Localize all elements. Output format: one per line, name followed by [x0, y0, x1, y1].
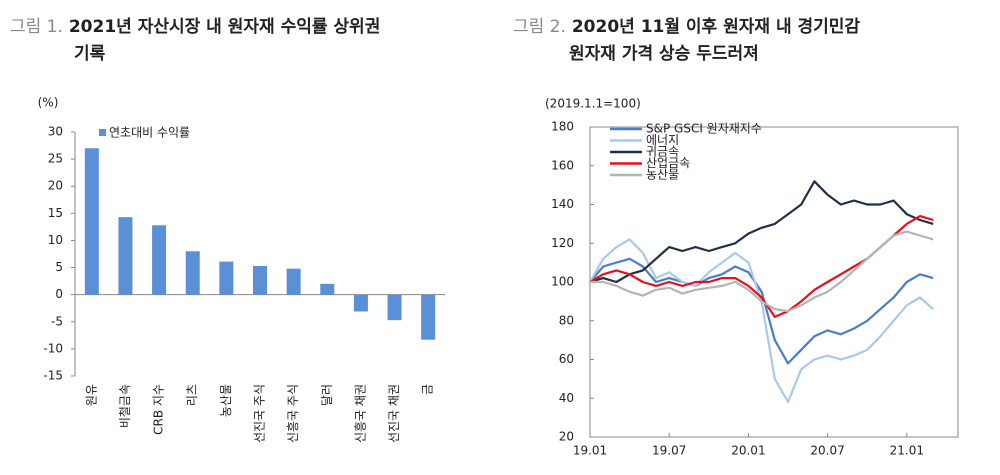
x-tick-label: 리츠 — [185, 384, 199, 406]
y-tick-label: 160 — [551, 158, 574, 172]
y-tick-label: 80 — [559, 313, 574, 327]
title-line: 원자재 가격 상승 두드러져 — [569, 44, 759, 64]
legend-label: 에너지 — [646, 133, 679, 147]
y-tick-label: 20 — [48, 179, 63, 193]
bar — [387, 294, 402, 321]
title-line: 2021년 자산시장 내 원자재 수익률 상위권 — [68, 17, 381, 37]
legend-swatch — [99, 129, 106, 136]
y-unit: (%) — [38, 96, 59, 110]
y-tick-label: 5 — [55, 260, 63, 274]
bar — [185, 251, 200, 295]
y-tick-label: 25 — [48, 152, 63, 166]
y-tick-label: 30 — [48, 125, 63, 139]
y-tick-label: 120 — [551, 236, 574, 250]
bar — [118, 217, 133, 295]
x-tick-label: 달러 — [320, 384, 334, 406]
legend-label: 농산물 — [646, 168, 679, 182]
bar — [320, 283, 335, 295]
y-tick-label: 15 — [48, 206, 63, 220]
title-line: 기록 — [74, 44, 106, 64]
title-line: 2020년 11월 이후 원자재 내 경기민감 — [571, 17, 861, 37]
x-tick-label: 신흥국 주식 — [286, 384, 300, 443]
y-tick-label: 40 — [559, 391, 574, 405]
x-tick-label: 신흥국 채권 — [353, 384, 367, 443]
y-tick-label: 0 — [55, 287, 63, 301]
y-tick-label: 60 — [559, 352, 574, 366]
y-tick-label: -10 — [43, 341, 63, 355]
series-line — [589, 180, 934, 284]
x-tick-label: 선진국 주식 — [253, 384, 267, 443]
y-tick-label: 180 — [551, 120, 574, 134]
figure-label: 그림 2. — [513, 17, 566, 37]
x-tick-label: 금 — [421, 384, 435, 395]
y-tick-label: -15 — [43, 369, 63, 383]
legend-label: 산업금속 — [646, 156, 690, 170]
x-tick-label: CRB 지수 — [152, 384, 166, 435]
x-tick-label: 20.01 — [731, 444, 765, 458]
bar — [219, 261, 234, 295]
legend-label: 귀금속 — [646, 145, 679, 159]
bar — [152, 225, 167, 295]
series-line — [589, 257, 934, 365]
series-line — [589, 238, 934, 404]
subtitle: (2019.1.1=100) — [545, 97, 641, 111]
y-tick-label: 140 — [551, 197, 574, 211]
x-tick-label: 21.01 — [890, 444, 924, 458]
y-tick-label: -5 — [51, 314, 63, 328]
legend-label: 연초대비 수익률 — [109, 126, 190, 140]
x-tick-label: 선진국 채권 — [387, 384, 401, 443]
x-tick-label: 농산물 — [219, 384, 233, 417]
x-tick-label: 19.01 — [573, 444, 607, 458]
x-tick-label: 원유 — [84, 384, 98, 406]
figure-label: 그림 1. — [10, 17, 63, 37]
y-tick-label: 100 — [551, 275, 574, 289]
x-tick-label: 20.07 — [810, 444, 844, 458]
y-tick-label: 10 — [48, 233, 63, 247]
bar — [253, 265, 267, 295]
legend-label: S&P GSCI 원자재지수 — [646, 122, 762, 136]
bar — [286, 268, 301, 295]
x-tick-label: 비철금속 — [118, 384, 132, 428]
series-line — [590, 230, 934, 313]
bar — [353, 294, 368, 312]
bar — [421, 294, 436, 340]
x-tick-label: 19.07 — [652, 444, 686, 458]
bar — [84, 148, 99, 295]
y-tick-label: 20 — [559, 430, 574, 444]
